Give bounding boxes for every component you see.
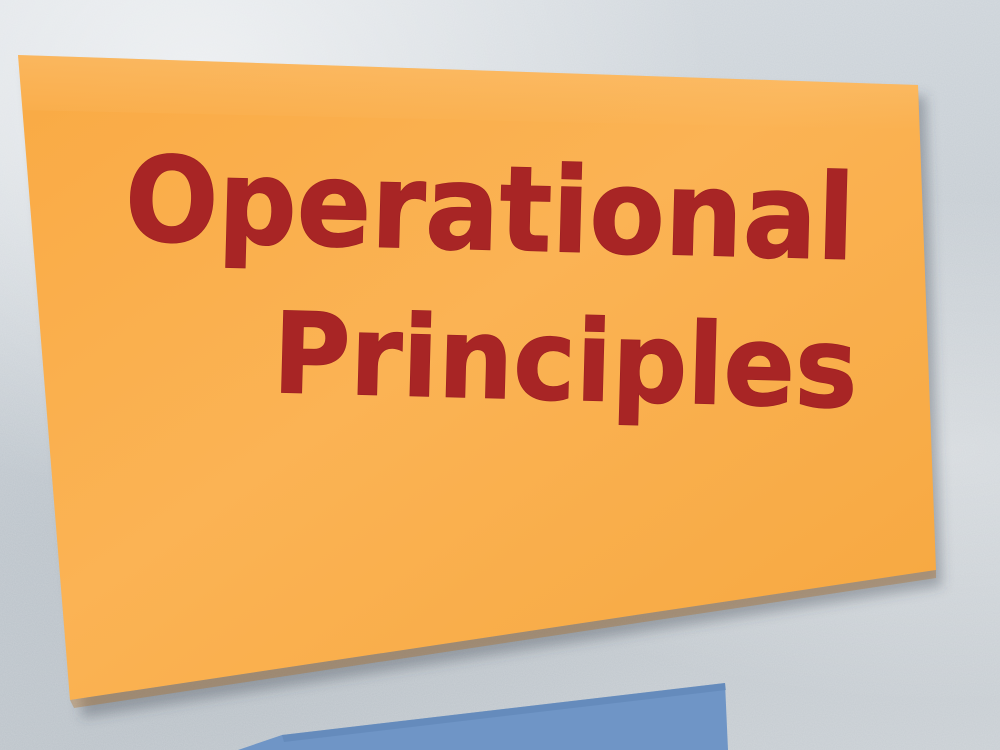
note-line-1: Operational [123,130,856,287]
note-line-2: Principles [271,289,859,434]
